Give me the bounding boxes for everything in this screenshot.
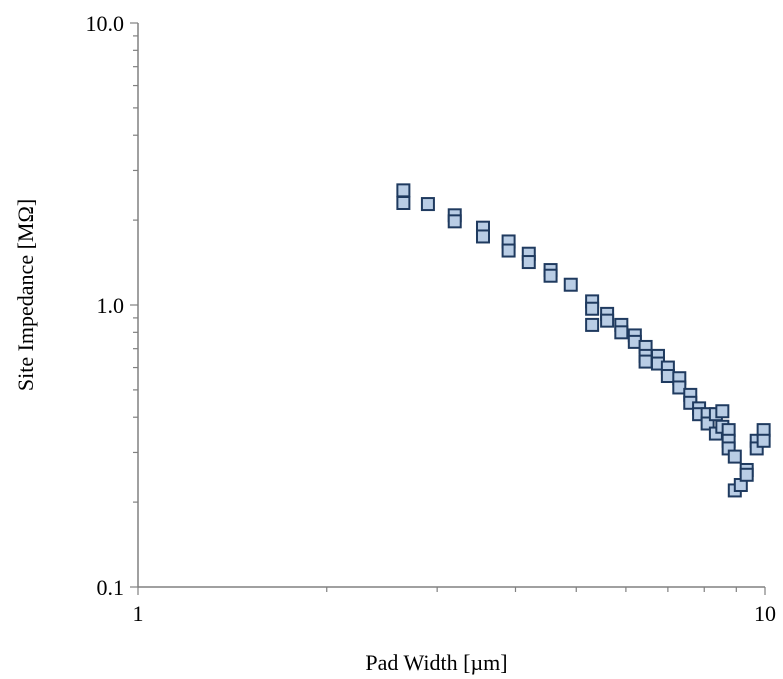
ticks <box>130 22 766 595</box>
data-point <box>672 380 687 395</box>
data-point <box>600 313 615 328</box>
data-point <box>563 277 578 292</box>
data-point <box>727 449 742 464</box>
data-point <box>396 195 411 210</box>
data-points <box>396 183 771 498</box>
data-point <box>396 183 411 198</box>
data-point <box>739 467 754 482</box>
data-point <box>614 325 629 340</box>
data-point <box>543 268 558 283</box>
data-point <box>585 301 600 316</box>
data-point <box>638 354 653 369</box>
data-point <box>420 197 435 212</box>
axes <box>137 23 765 588</box>
data-point <box>585 317 600 332</box>
data-point <box>521 255 536 270</box>
data-point <box>501 243 516 258</box>
x-tick-label: 10 <box>754 601 776 626</box>
x-axis-title: Pad Width [µm] <box>365 650 507 675</box>
tick-labels: 0.1 1.0 10.0 1 10 <box>86 11 777 626</box>
data-point <box>447 214 462 229</box>
y-tick-label: 1.0 <box>97 293 125 318</box>
y-tick-label: 0.1 <box>97 575 125 600</box>
data-point <box>756 433 771 448</box>
data-point <box>660 369 675 384</box>
x-tick-label: 1 <box>133 601 144 626</box>
data-point <box>475 229 490 244</box>
y-tick-label: 10.0 <box>86 11 125 36</box>
y-axis-title: Site Impedance [MΩ] <box>13 199 38 391</box>
data-point <box>715 404 730 419</box>
